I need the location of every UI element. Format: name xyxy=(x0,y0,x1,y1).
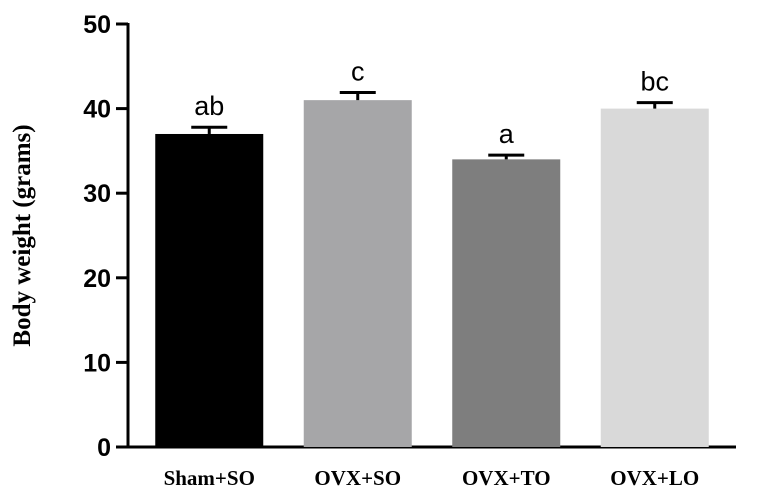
significance-label: c xyxy=(351,57,365,87)
bar xyxy=(452,159,561,448)
y-tick-label: 40 xyxy=(83,96,111,124)
bar xyxy=(600,108,709,447)
y-tick-label: 20 xyxy=(83,265,111,293)
error-bars xyxy=(191,91,673,160)
y-tick-label: 0 xyxy=(97,434,111,462)
x-tick-label: OVX+TO xyxy=(462,466,551,490)
x-tick-label: Sham+SO xyxy=(164,466,255,490)
y-tick-label: 30 xyxy=(83,180,111,208)
x-tick-label: OVX+SO xyxy=(314,466,401,490)
x-tick-label: OVX+LO xyxy=(610,466,699,490)
bars xyxy=(155,100,709,448)
significance-label: a xyxy=(499,119,515,149)
y-axis-title: Body weight (grams) xyxy=(9,124,36,346)
bar xyxy=(155,133,264,448)
significance-label: ab xyxy=(194,91,224,121)
y-tick-label: 10 xyxy=(83,349,111,377)
x-axis-labels: Sham+SO OVX+SO OVX+TO OVX+LO xyxy=(164,466,700,490)
y-tick-label: 50 xyxy=(83,11,111,39)
significance-label: bc xyxy=(640,67,669,97)
y-axis-ticks: 0 10 20 30 40 50 xyxy=(83,11,128,462)
bar xyxy=(303,100,412,447)
